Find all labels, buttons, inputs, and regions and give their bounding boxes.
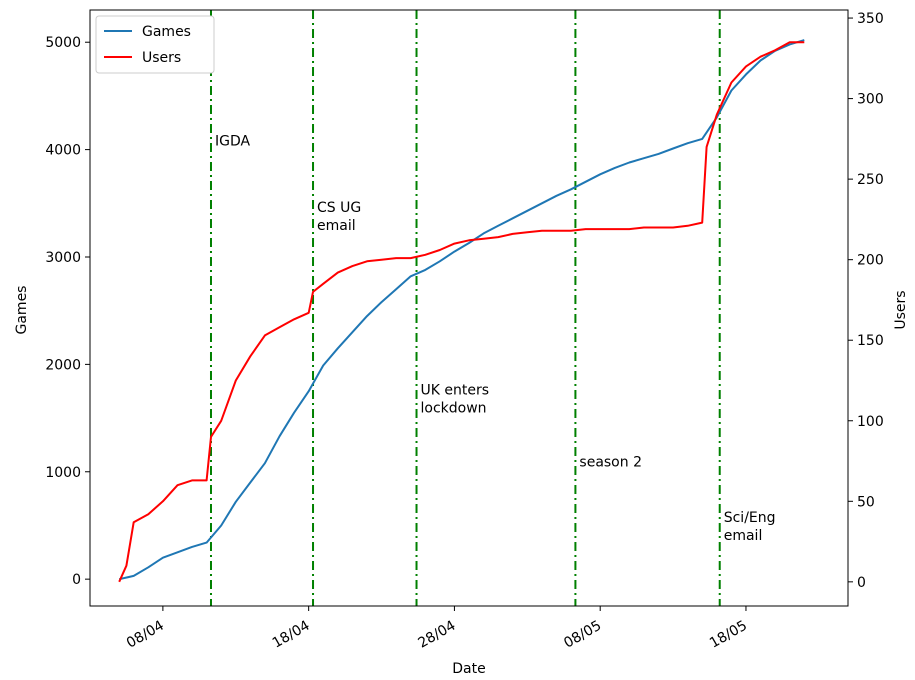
x-axis: 08/04 18/04 28/04 08/05 18/05 xyxy=(124,606,750,652)
x-tick-label: 18/04 xyxy=(270,618,313,652)
right-y-tick-label: 150 xyxy=(857,333,884,349)
event-label: email xyxy=(317,218,356,234)
event-label: CS UG xyxy=(317,200,361,216)
legend-games-label: Games xyxy=(142,24,191,40)
right-y-tick-label: 0 xyxy=(857,575,866,591)
plot-frame xyxy=(89,9,849,607)
right-y-axis-label: Users xyxy=(893,290,909,329)
x-tick-label: 28/04 xyxy=(415,618,458,652)
left-y-axis: 0 1000 2000 3000 4000 5000 xyxy=(45,35,90,588)
event-label: Sci/Eng xyxy=(724,510,776,526)
right-y-axis: 0 50 100 150 200 250 300 350 xyxy=(848,11,884,591)
left-y-tick-label: 4000 xyxy=(45,143,81,159)
x-axis-label: Date xyxy=(452,661,485,677)
event-lines xyxy=(209,10,721,606)
left-y-tick-label: 3000 xyxy=(45,250,81,266)
right-y-tick-label: 50 xyxy=(857,494,875,510)
event-label: email xyxy=(724,528,763,544)
right-y-tick-label: 200 xyxy=(857,253,884,269)
event-label: lockdown xyxy=(421,400,487,416)
left-y-axis-label: Games xyxy=(14,286,30,335)
left-y-tick-label: 5000 xyxy=(45,35,81,51)
legend-users-label: Users xyxy=(142,50,181,66)
x-tick-label: 18/05 xyxy=(707,618,750,652)
series-layer xyxy=(118,39,805,583)
x-tick-label: 08/04 xyxy=(124,618,167,652)
event-labels: IGDA CS UG email UK enters lockdown season 2 S… xyxy=(215,133,776,544)
series-line-users xyxy=(118,41,805,583)
event-label: season 2 xyxy=(579,454,642,470)
x-tick-label: 08/05 xyxy=(561,618,604,652)
right-y-tick-label: 250 xyxy=(857,172,884,188)
right-y-tick-label: 350 xyxy=(857,11,884,27)
right-y-tick-label: 100 xyxy=(857,414,884,430)
left-y-tick-label: 1000 xyxy=(45,465,81,481)
event-label: IGDA xyxy=(215,133,251,149)
series-line-games xyxy=(118,39,805,581)
event-label: UK enters xyxy=(421,382,490,398)
left-y-tick-label: 2000 xyxy=(45,357,81,373)
left-y-tick-label: 0 xyxy=(72,572,81,588)
right-y-tick-label: 300 xyxy=(857,92,884,108)
legend: Games Users xyxy=(95,15,215,74)
